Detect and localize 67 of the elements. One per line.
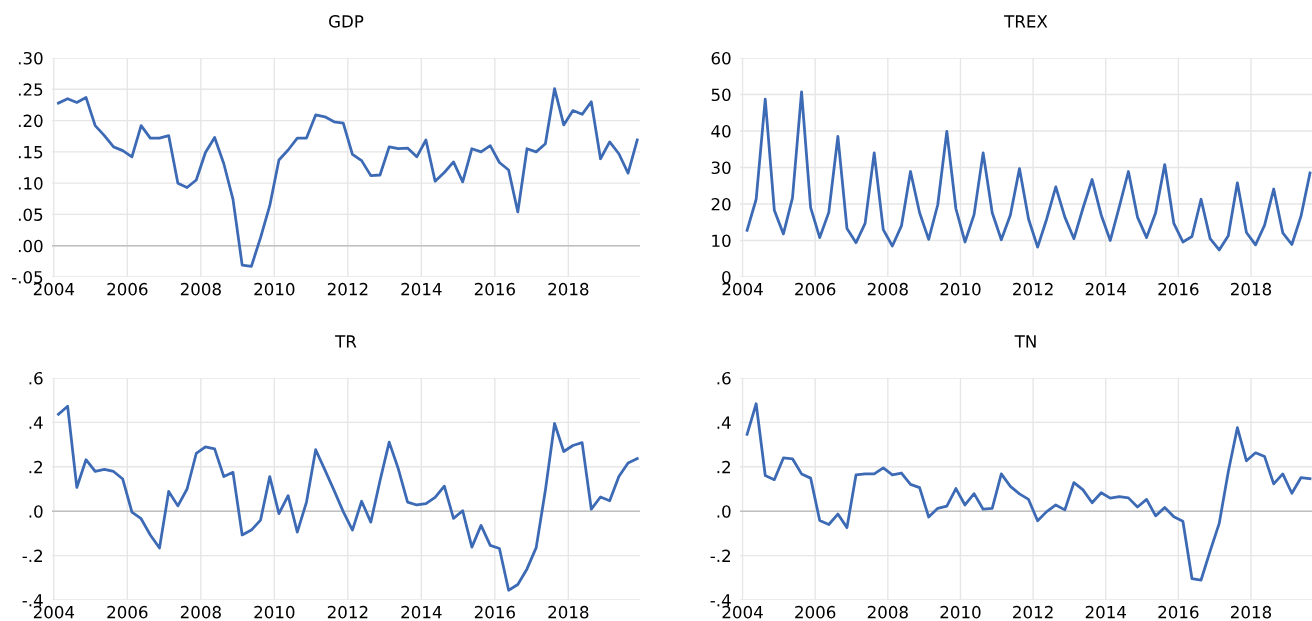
y-tick-label: 40 bbox=[711, 124, 731, 138]
x-tick-label: 2004 bbox=[722, 605, 763, 619]
x-tick-label: 2006 bbox=[795, 605, 836, 619]
line-series bbox=[57, 87, 639, 268]
x-tick-label: 2016 bbox=[474, 282, 515, 296]
x-tick-label: 2018 bbox=[548, 282, 589, 296]
x-tick-label: 2012 bbox=[327, 282, 368, 296]
x-tick-label: 2018 bbox=[1231, 282, 1272, 296]
y-tick-label: .6 bbox=[717, 371, 731, 385]
line-series bbox=[745, 90, 1312, 252]
y-tick-label: 20 bbox=[711, 197, 731, 211]
x-tick-label: 2004 bbox=[722, 282, 763, 296]
chart-title: TR bbox=[335, 335, 357, 348]
x-tick-label: 2016 bbox=[1158, 605, 1199, 619]
x-tick-label: 2010 bbox=[254, 282, 295, 296]
x-tick-label: 2010 bbox=[254, 605, 295, 619]
y-tick-label: .2 bbox=[29, 460, 42, 474]
y-tick-label: .10 bbox=[18, 177, 43, 190]
y-tick-label: 60 bbox=[711, 51, 731, 65]
chart-title: TREX bbox=[1004, 15, 1048, 28]
y-tick-label: 30 bbox=[711, 161, 731, 175]
y-tick-label: -.4 bbox=[710, 594, 731, 607]
x-tick-label: 2012 bbox=[1013, 605, 1053, 619]
x-tick-label: 2004 bbox=[33, 282, 75, 296]
y-tick-label: 10 bbox=[712, 234, 731, 248]
x-tick-label: 2018 bbox=[1231, 605, 1272, 619]
x-tick-label: 2006 bbox=[107, 282, 148, 296]
y-tick-label: .25 bbox=[18, 83, 43, 96]
line-series bbox=[57, 404, 639, 592]
x-tick-label: 2008 bbox=[867, 605, 908, 619]
y-tick-label: -.2 bbox=[22, 549, 42, 562]
y-tick-label: -.2 bbox=[710, 549, 730, 562]
x-tick-label: 2010 bbox=[940, 605, 981, 619]
y-tick-label: -.05 bbox=[11, 270, 43, 284]
x-tick-label: 2018 bbox=[548, 605, 589, 619]
x-tick-label: 2006 bbox=[107, 605, 148, 619]
x-tick-label: 2006 bbox=[795, 282, 836, 296]
y-tick-label: .30 bbox=[18, 51, 43, 65]
y-tick-label: .20 bbox=[18, 114, 43, 128]
x-tick-label: 2014 bbox=[1085, 282, 1126, 296]
x-tick-label: 2016 bbox=[474, 605, 515, 619]
x-tick-label: 2008 bbox=[180, 605, 221, 619]
chart-title: GDP bbox=[329, 15, 364, 28]
x-tick-label: 2016 bbox=[1158, 282, 1199, 296]
x-tick-label: 2014 bbox=[1085, 605, 1126, 619]
y-tick-label: .05 bbox=[18, 208, 43, 221]
y-tick-label: .4 bbox=[29, 416, 43, 429]
y-tick-label: .15 bbox=[18, 146, 43, 159]
y-tick-label: .0 bbox=[29, 505, 43, 518]
y-tick-label: -.4 bbox=[22, 594, 43, 607]
x-tick-label: 2008 bbox=[180, 282, 221, 296]
y-tick-label: .6 bbox=[29, 371, 43, 385]
x-tick-label: 2012 bbox=[1013, 282, 1053, 296]
line-series bbox=[745, 402, 1312, 582]
x-tick-label: 2012 bbox=[327, 605, 368, 619]
y-tick-label: 50 bbox=[711, 88, 731, 102]
y-tick-label: .0 bbox=[717, 505, 731, 518]
x-tick-label: 2014 bbox=[401, 605, 442, 619]
x-tick-label: 2008 bbox=[867, 282, 908, 296]
x-tick-label: 2010 bbox=[940, 282, 981, 296]
x-tick-label: 2004 bbox=[33, 605, 75, 619]
chart-title: TN bbox=[1014, 335, 1036, 348]
y-tick-label: .4 bbox=[717, 416, 731, 429]
y-tick-label: .00 bbox=[18, 239, 43, 253]
y-tick-label: .2 bbox=[717, 460, 730, 474]
y-tick-label: 0 bbox=[722, 270, 731, 284]
x-tick-label: 2014 bbox=[401, 282, 442, 296]
